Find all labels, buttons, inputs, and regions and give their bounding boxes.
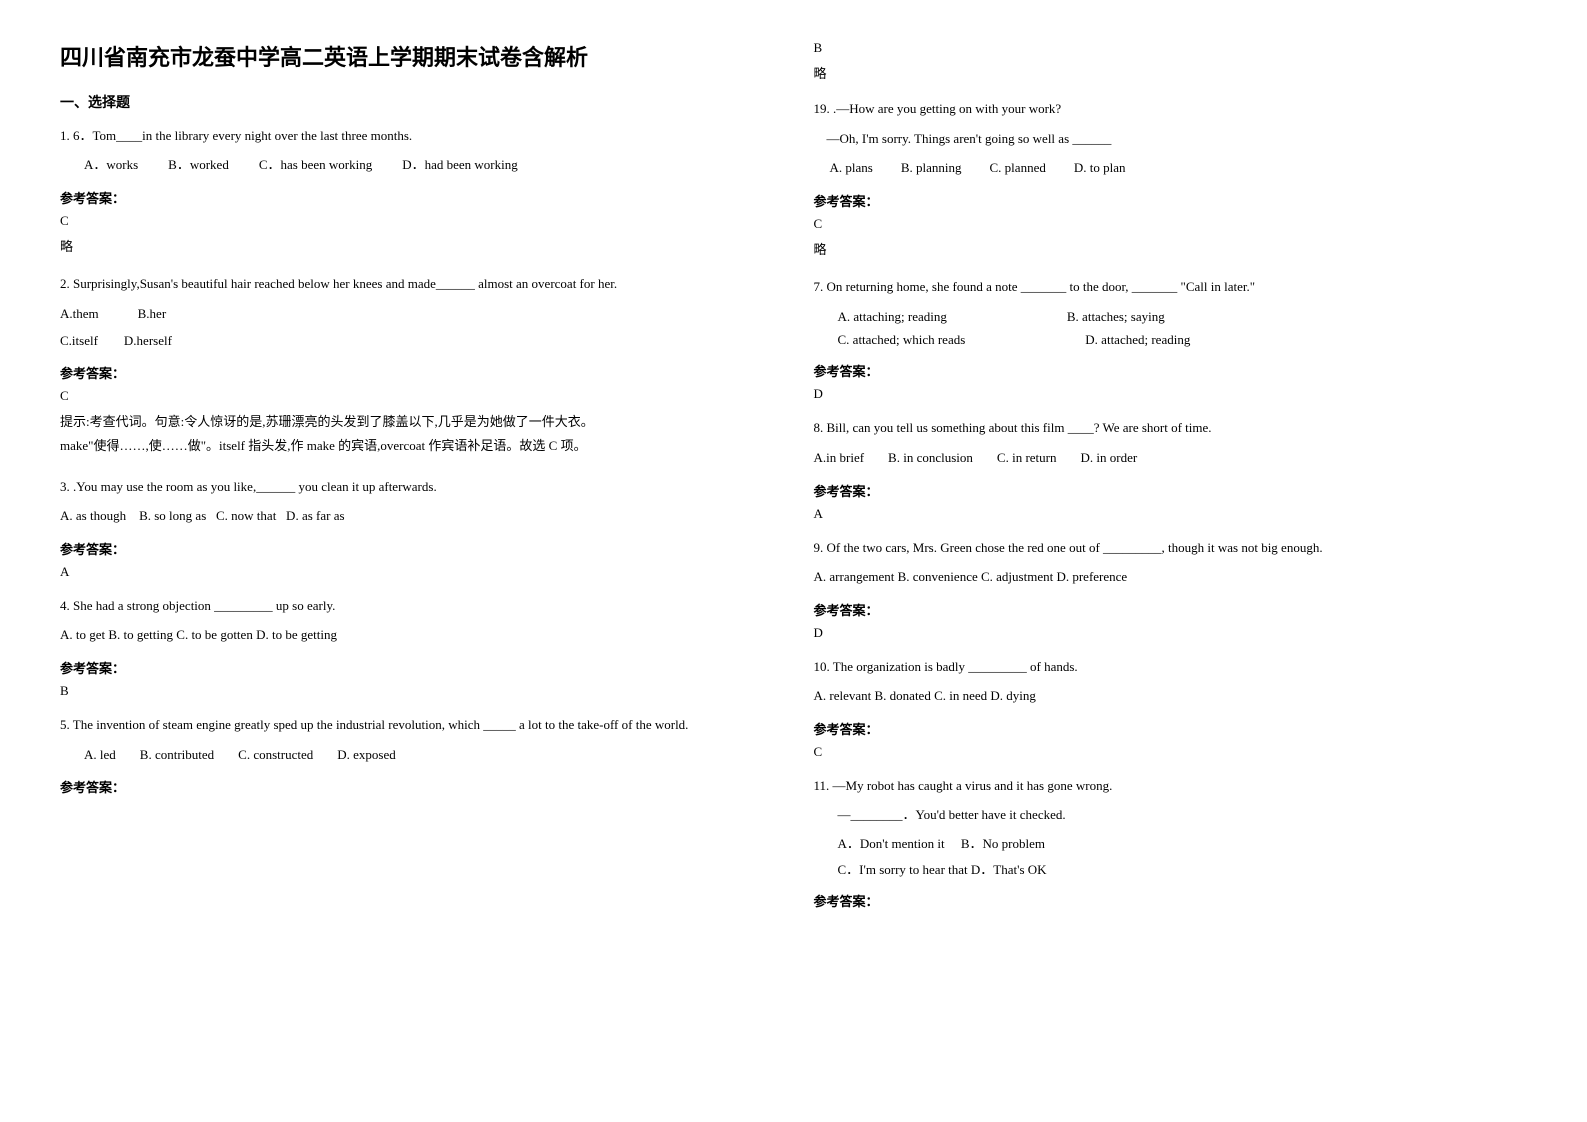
q2-explain1: 提示:考查代词。句意:令人惊讶的是,苏珊漂亮的头发到了膝盖以下,几乎是为她做了一… (60, 410, 774, 433)
question-3: 3. .You may use the room as you like,___… (60, 475, 774, 580)
question-10: 10. The organization is badly _________ … (814, 655, 1528, 760)
q4-answer: B (60, 683, 774, 699)
q1-opt-b: B．worked (168, 153, 229, 178)
q9-options: A. arrangement B. convenience C. adjustm… (814, 565, 1528, 590)
question-1: 1. 6．Tom____in the library every night o… (60, 124, 774, 258)
q1-answer-label: 参考答案： (60, 188, 774, 207)
q19-skip: 略 (814, 238, 1528, 261)
q19-text1: 19. .—How are you getting on with your w… (814, 97, 1528, 120)
q5-opt-b: B. contributed (140, 743, 214, 768)
q8-answer-label: 参考答案： (814, 481, 1528, 500)
q7-opt-c: C. attached; which reads (838, 328, 966, 351)
q11-text2: —________．You'd better have it checked. (814, 803, 1528, 826)
q19-opt-c: C. planned (990, 156, 1046, 181)
q2-answer: C (60, 388, 774, 404)
question-2: 2. Surprisingly,Susan's beautiful hair r… (60, 272, 774, 457)
q2-text: 2. Surprisingly,Susan's beautiful hair r… (60, 272, 774, 295)
q10-answer-label: 参考答案： (814, 719, 1528, 738)
q11-text1: 11. —My robot has caught a virus and it … (814, 774, 1528, 797)
q5-opt-d: D. exposed (337, 743, 396, 768)
q2-explain2: make"使得……,使……做"。itself 指头发,作 make 的宾语,ov… (60, 434, 774, 457)
right-column: B 略 19. .—How are you getting on with yo… (814, 40, 1528, 924)
q9-answer-label: 参考答案： (814, 600, 1528, 619)
q10-options: A. relevant B. donated C. in need D. dyi… (814, 684, 1528, 709)
q7-options: A. attaching; reading B. attaches; sayin… (814, 305, 1528, 352)
q11-answer-label: 参考答案： (814, 891, 1528, 910)
q19-answer: C (814, 216, 1528, 232)
q7-answer: D (814, 386, 1528, 402)
q11-opt-a: A．Don't mention it (838, 836, 945, 851)
q5-answer: B (814, 40, 1528, 56)
q8-opt-c: C. in return (997, 446, 1057, 471)
left-column: 四川省南充市龙蚕中学高二英语上学期期末试卷含解析 一、选择题 1. 6．Tom_… (60, 40, 774, 924)
section-heading: 一、选择题 (60, 92, 774, 112)
q19-opt-b: B. planning (901, 156, 962, 181)
q1-skip: 略 (60, 235, 774, 258)
q9-answer: D (814, 625, 1528, 641)
q5-skip: 略 (814, 62, 1528, 85)
q19-options: A. plans B. planning C. planned D. to pl… (814, 156, 1528, 181)
q2-answer-label: 参考答案： (60, 363, 774, 382)
q11-opt-d: D．That's OK (971, 862, 1047, 877)
document-title: 四川省南充市龙蚕中学高二英语上学期期末试卷含解析 (60, 40, 774, 72)
q4-answer-label: 参考答案： (60, 658, 774, 677)
q1-opt-d: D．had been working (402, 153, 518, 178)
q1-answer: C (60, 213, 774, 229)
q3-text: 3. .You may use the room as you like,___… (60, 475, 774, 498)
q3-answer-label: 参考答案： (60, 539, 774, 558)
q11-opt-c: C．I'm sorry to hear that (838, 862, 968, 877)
q5-answer-label: 参考答案： (60, 777, 774, 796)
q8-text: 8. Bill, can you tell us something about… (814, 416, 1528, 439)
q1-options: A．works B．worked C．has been working D．ha… (60, 153, 774, 178)
q5-text: 5. The invention of steam engine greatly… (60, 713, 774, 736)
q8-opt-b: B. in conclusion (888, 446, 973, 471)
q2-opt-d: D.herself (124, 333, 172, 348)
q19-answer-label: 参考答案： (814, 191, 1528, 210)
question-8: 8. Bill, can you tell us something about… (814, 416, 1528, 521)
question-19: 19. .—How are you getting on with your w… (814, 97, 1528, 261)
q2-opt-a: A.them (60, 306, 99, 321)
question-7: 7. On returning home, she found a note _… (814, 275, 1528, 402)
q3-answer: A (60, 564, 774, 580)
q9-text: 9. Of the two cars, Mrs. Green chose the… (814, 536, 1528, 559)
q4-options: A. to get B. to getting C. to be gotten … (60, 623, 774, 648)
q7-answer-label: 参考答案： (814, 361, 1528, 380)
q11-options: A．Don't mention it B．No problem C．I'm so… (814, 832, 1528, 881)
question-4: 4. She had a strong objection _________ … (60, 594, 774, 699)
q5-opt-a: A. led (84, 743, 116, 768)
q1-opt-a: A．works (84, 153, 138, 178)
q7-text: 7. On returning home, she found a note _… (814, 275, 1528, 298)
question-9: 9. Of the two cars, Mrs. Green chose the… (814, 536, 1528, 641)
q7-opt-b: B. attaches; saying (1067, 305, 1165, 328)
q11-opt-b: B．No problem (961, 836, 1045, 851)
q7-opt-a: A. attaching; reading (838, 305, 947, 328)
q19-opt-d: D. to plan (1074, 156, 1126, 181)
q5-options: A. led B. contributed C. constructed D. … (60, 743, 774, 768)
q10-text: 10. The organization is badly _________ … (814, 655, 1528, 678)
question-5: 5. The invention of steam engine greatly… (60, 713, 774, 796)
q19-opt-a: A. plans (830, 156, 873, 181)
q1-opt-c: C．has been working (259, 153, 372, 178)
q3-options: A. as though B. so long as C. now that D… (60, 504, 774, 529)
q8-options: A.in brief B. in conclusion C. in return… (814, 446, 1528, 471)
q7-opt-d: D. attached; reading (1085, 328, 1190, 351)
q2-options: A.them B.her C.itself D.herself (60, 302, 774, 353)
q10-answer: C (814, 744, 1528, 760)
q8-opt-a: A.in brief (814, 446, 865, 471)
question-11: 11. —My robot has caught a virus and it … (814, 774, 1528, 911)
q5-opt-c: C. constructed (238, 743, 313, 768)
q8-answer: A (814, 506, 1528, 522)
q2-opt-c: C.itself (60, 333, 98, 348)
q1-text: 1. 6．Tom____in the library every night o… (60, 124, 774, 147)
q2-opt-b: B.her (138, 306, 167, 321)
q8-opt-d: D. in order (1080, 446, 1137, 471)
q19-text2: —Oh, I'm sorry. Things aren't going so w… (814, 127, 1528, 150)
q4-text: 4. She had a strong objection _________ … (60, 594, 774, 617)
